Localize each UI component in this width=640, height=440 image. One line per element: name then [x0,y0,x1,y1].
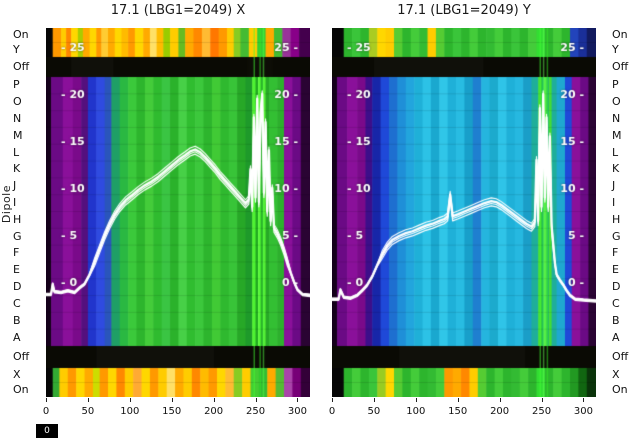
row-label: O [13,95,22,108]
y-axis-label-dipole: Dipole [0,185,13,224]
row-label: Off [612,350,629,363]
row-label: F [612,246,619,259]
x-tick-mark [457,398,459,402]
row-label: Off [612,60,629,73]
x-tick-label: 200 [490,406,510,417]
row-label: N [612,112,621,125]
x-tick-label: 150 [162,406,182,417]
x-tick-label: 250 [531,406,552,417]
x-tick-label: 0 [42,406,50,417]
row-label: O [612,95,621,108]
x-tick-label: 200 [204,406,224,417]
row-label: Off [13,350,30,363]
x-tick-label: 50 [367,406,381,417]
x-tick-label: 50 [81,406,95,417]
row-label: I [13,196,17,209]
row-label: P [612,78,619,91]
row-label: E [13,263,20,276]
row-label: Off [13,60,30,73]
row-label: L [612,146,619,159]
x-tick-mark [255,398,257,402]
row-label: C [13,297,21,310]
row-label: On [612,383,628,396]
corner-box: 0 [36,424,58,438]
row-label: On [612,28,628,41]
row-label: P [13,78,20,91]
row-label: D [612,280,621,293]
x-tick-mark [46,398,47,402]
row-label: B [13,314,21,327]
row-label: Y [13,43,20,56]
x-tick-mark [297,398,299,402]
row-label: On [13,383,29,396]
row-label: M [612,129,622,142]
row-label: I [612,196,616,209]
x-tick-mark [171,398,173,402]
row-label: C [612,297,620,310]
x-tick-label: 300 [573,406,593,417]
x-tick-label: 300 [287,406,307,417]
x-tick-label: 0 [328,406,336,417]
row-label: F [13,246,20,259]
row-label: Y [612,43,619,56]
chart-title-y: 17.1 (LBG1=2049) Y [397,3,531,18]
heatmap-y [332,28,596,397]
row-label: N [13,112,22,125]
row-label: X [13,368,21,381]
row-label: G [612,230,621,243]
row-label: E [612,263,619,276]
row-label: On [13,28,29,41]
row-label: L [13,146,20,159]
x-tick-mark [373,398,375,402]
chart-title-x: 17.1 (LBG1=2049) X [110,3,246,18]
x-tick-mark [499,398,501,402]
x-tick-label: 250 [245,406,266,417]
heatmap-x [46,28,310,397]
row-label: M [13,129,23,142]
row-label: D [13,280,22,293]
row-label: K [13,162,21,175]
row-label: J [612,179,616,192]
x-tick-label: 100 [406,406,426,417]
x-tick-mark [129,398,131,402]
row-label: H [13,213,22,226]
row-label: H [612,213,621,226]
x-tick-label: 150 [448,406,468,417]
x-tick-label: 100 [120,406,140,417]
x-tick-mark [87,398,89,402]
row-label: K [612,162,620,175]
row-label: A [612,331,620,344]
x-tick-mark [415,398,417,402]
row-label: J [13,179,17,192]
x-tick-mark [213,398,215,402]
x-tick-mark [583,398,585,402]
row-label: B [612,314,620,327]
row-label: X [612,368,620,381]
x-tick-mark [541,398,543,402]
row-label: G [13,230,22,243]
x-tick-mark [332,398,333,402]
row-label: A [13,331,21,344]
